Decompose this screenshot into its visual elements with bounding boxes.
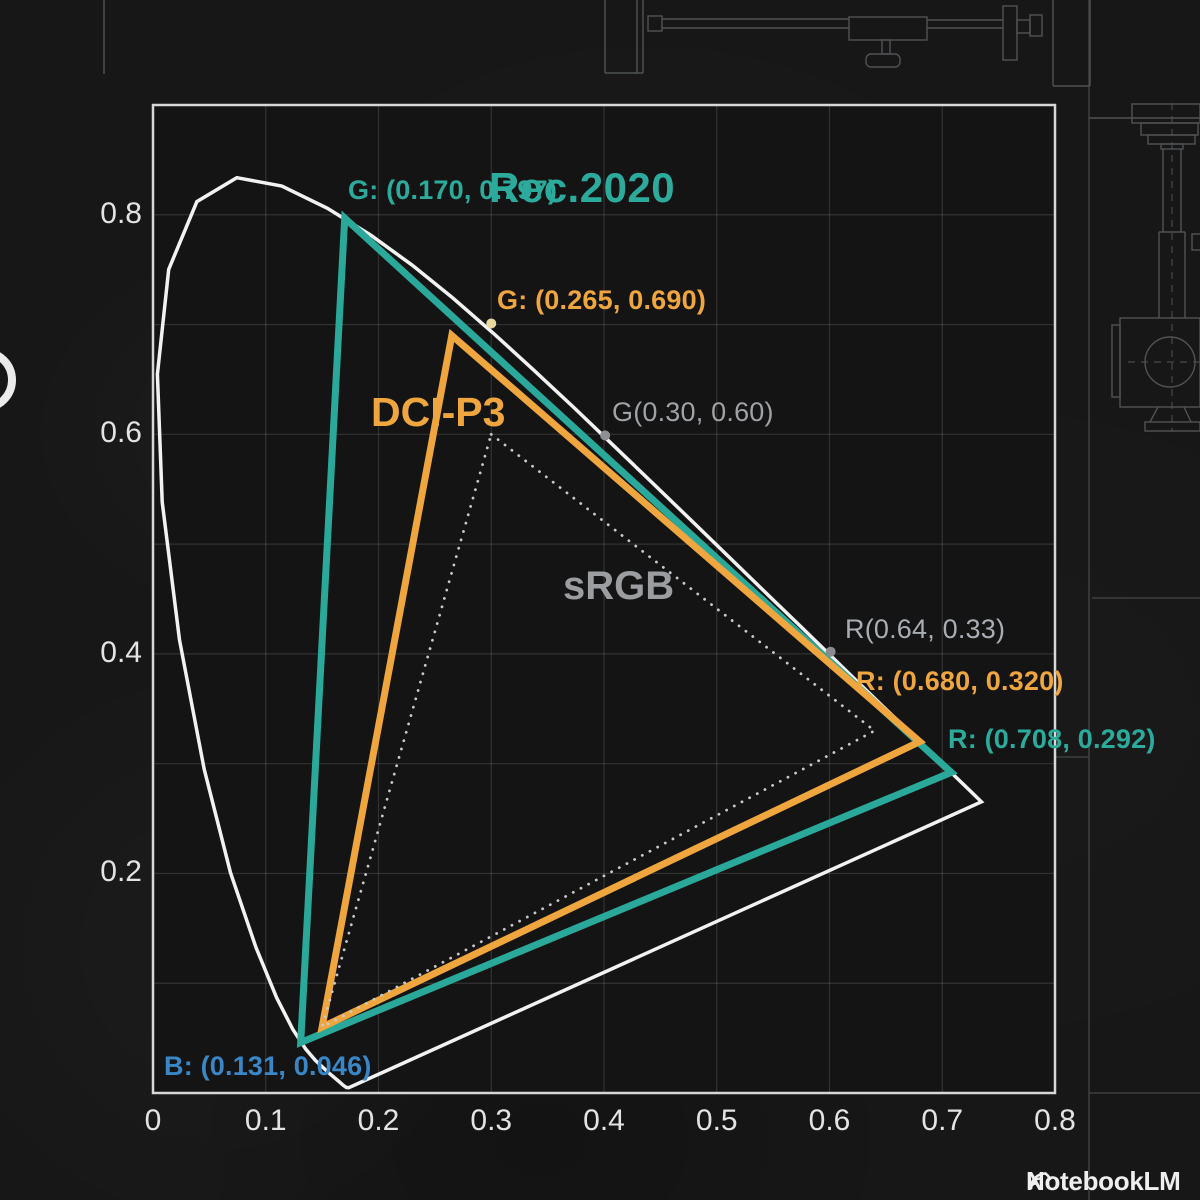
rec2020-green-point-label: G: (0.170, 0.797) — [348, 175, 558, 205]
x-tick-label: 0.8 — [1034, 1104, 1076, 1137]
srgb-green-point-label: G(0.30, 0.60) — [612, 397, 774, 427]
x-tick-label: 0.5 — [695, 1104, 738, 1137]
rec2020-red-point-label: R: (0.708, 0.292) — [948, 724, 1156, 754]
srgb-red-point-label: R(0.64, 0.33) — [845, 614, 1006, 644]
x-tick-label: 0.1 — [244, 1104, 287, 1137]
srgb-gamut-title: sRGB — [563, 564, 675, 608]
blueprint-frame-lines — [1055, 0, 1200, 1200]
blueprint-rod-assembly — [604, 0, 1200, 119]
series-srgb — [319, 431, 878, 1030]
clipped-circle-glyph — [0, 352, 16, 408]
x-tick-label: 0.4 — [583, 1104, 625, 1137]
x-tick-label: 0.7 — [921, 1104, 964, 1137]
dcip3-gamut-title: DCI-P3 — [371, 389, 506, 435]
y-tick-label: 0.2 — [100, 855, 142, 889]
watermark: NotebookLM — [1026, 1166, 1181, 1197]
point-marker — [825, 646, 836, 657]
x-tick-label: 0.3 — [470, 1104, 513, 1137]
watermark-text: NotebookLM — [1026, 1166, 1181, 1196]
x-tick-label: 0.6 — [808, 1104, 851, 1137]
point-marker — [486, 318, 497, 329]
x-tick-label: 0 — [144, 1104, 162, 1137]
dcip3-red-point-label: R: (0.680, 0.320) — [856, 666, 1064, 696]
point-marker — [600, 430, 611, 441]
rec2020-blue-point-label: B: (0.131, 0.046) — [164, 1051, 372, 1081]
x-tick-label: 0.2 — [357, 1104, 400, 1137]
blueprint-microscope-assembly — [1111, 103, 1200, 432]
plot-border — [151, 103, 1057, 1095]
series-rec2020 — [296, 210, 958, 1048]
y-tick-label: 0.8 — [100, 196, 142, 230]
series-dcip3 — [317, 328, 927, 1034]
notebooklm-logo-icon — [1029, 1172, 1052, 1190]
y-tick-label: 0.4 — [100, 635, 142, 669]
rec2020-gamut-title: Rec.2020 — [489, 164, 676, 211]
dcip3-green-point-label: G: (0.265, 0.690) — [497, 285, 707, 315]
y-tick-label: 0.6 — [100, 416, 142, 450]
